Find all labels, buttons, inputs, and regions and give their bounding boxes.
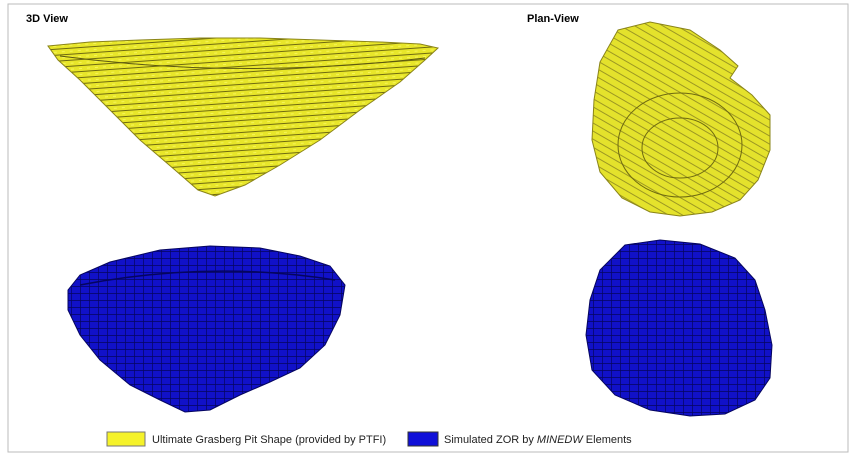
legend-text: Simulated ZOR by bbox=[444, 434, 537, 446]
legend-label: Ultimate Grasberg Pit Shape (provided by… bbox=[152, 434, 386, 446]
legend-swatch bbox=[408, 432, 438, 446]
panel-title: 3D View bbox=[26, 13, 68, 25]
legend-text: Elements bbox=[583, 434, 632, 446]
page: {"panels": {"left_title": "3D View", "ri… bbox=[0, 0, 858, 458]
panel-title: Plan-View bbox=[527, 13, 579, 25]
legend-label: Simulated ZOR by MINEDW Elements bbox=[444, 434, 632, 446]
legend-swatch bbox=[107, 432, 145, 446]
figure: 3D View Plan-View Ultimate Grasberg Pit … bbox=[0, 0, 858, 458]
legend-text-italic: MINEDW bbox=[537, 434, 584, 446]
